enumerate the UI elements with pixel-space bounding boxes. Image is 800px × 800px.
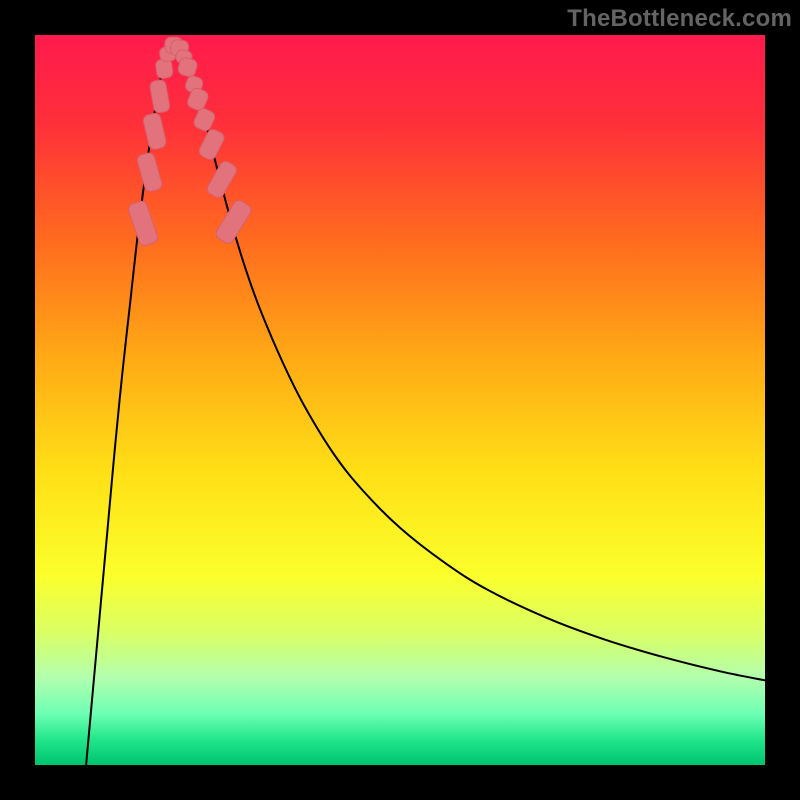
chart-container: TheBottleneck.com [0,0,800,800]
bottleneck-chart [0,0,800,800]
watermark-text: TheBottleneck.com [567,5,792,33]
